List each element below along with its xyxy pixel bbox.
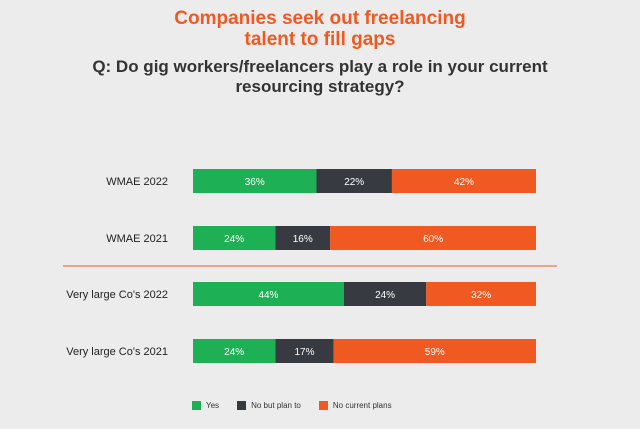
bar-value-label: 42%	[454, 177, 474, 188]
bar-value-label: 59%	[425, 347, 445, 358]
chart-title-line-1: Companies seek out freelancing	[174, 8, 466, 29]
bar-value-label: 32%	[471, 290, 491, 301]
bar-value-label: 24%	[224, 234, 244, 245]
bar-segment	[330, 226, 536, 250]
legend-label: No but plan to	[251, 401, 301, 410]
bar-segment	[275, 339, 334, 363]
category-label: WMAE 2022	[106, 176, 168, 188]
bar-segment	[333, 339, 536, 363]
legend-item: No but plan to	[237, 401, 301, 410]
category-label: Very large Co's 2021	[66, 346, 168, 358]
bar-segment	[193, 169, 317, 193]
legend-item: Yes	[192, 401, 219, 410]
legend-label: Yes	[206, 401, 220, 410]
bar-value-label: 44%	[258, 290, 278, 301]
legend-item: No current plans	[318, 401, 392, 410]
bar-segment	[193, 282, 344, 306]
bar-value-label: 60%	[423, 234, 443, 245]
legend-swatch	[318, 401, 328, 410]
bar-segment	[193, 339, 276, 363]
chart-question-line-1: Q: Do gig workers/freelancers play a rol…	[92, 57, 548, 76]
chart-title-line-2: talent to fill gaps	[244, 29, 396, 50]
chart-question: Q: Do gig workers/freelancers play a rol…	[0, 57, 640, 97]
chart-legend: Yes No but plan to No current plans	[192, 401, 410, 410]
bar-value-label: 22%	[344, 177, 364, 188]
bar-value-label: 36%	[245, 177, 265, 188]
chart-title: Companies seek out freelancing talent to…	[0, 8, 640, 50]
category-label: WMAE 2021	[106, 233, 168, 245]
bar-segment	[275, 226, 331, 250]
bar-value-label: 16%	[293, 234, 313, 245]
bar-value-label: 17%	[294, 347, 314, 358]
legend-label: No current plans	[332, 401, 392, 410]
bar-segment	[426, 282, 536, 306]
bar-segment	[193, 226, 276, 250]
bar-segment	[343, 282, 427, 306]
legend-swatch	[192, 401, 201, 410]
bar-segment	[391, 169, 536, 193]
bar-segment	[316, 169, 392, 193]
category-label: Very large Co's 2022	[66, 289, 168, 301]
chart-question-line-2: resourcing strategy?	[235, 77, 405, 96]
bar-value-label: 24%	[224, 347, 244, 358]
legend-swatch	[237, 401, 247, 410]
bar-value-label: 24%	[375, 290, 395, 301]
